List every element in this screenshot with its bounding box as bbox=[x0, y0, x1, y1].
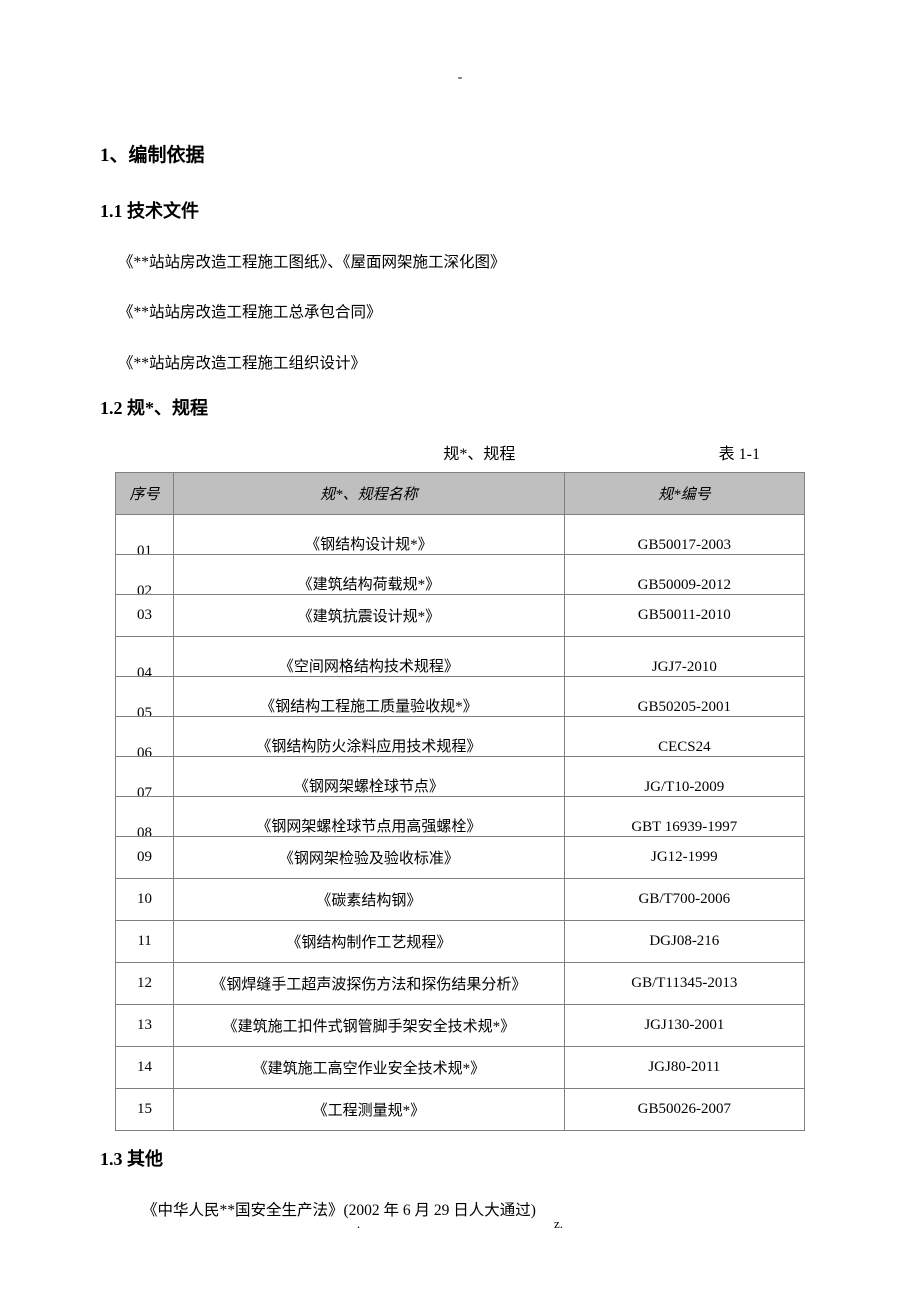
table-row: 15《工程测量规*》GB50026-2007 bbox=[116, 1088, 805, 1130]
tech-doc-line-2: 《**站站房改造工程施工总承包合同》 bbox=[100, 293, 820, 333]
table-caption-row: 规*、规程 表 1-1 bbox=[100, 440, 820, 472]
cell-seq: 07 bbox=[116, 756, 174, 796]
table-row: 10《碳素结构钢》GB/T700-2006 bbox=[116, 878, 805, 920]
cell-seq: 13 bbox=[116, 1004, 174, 1046]
cell-code: GB50009-2012 bbox=[564, 554, 804, 594]
cell-name: 《钢结构工程施工质量验收规*》 bbox=[174, 676, 565, 716]
cell-code: CECS24 bbox=[564, 716, 804, 756]
cell-name: 《建筑施工高空作业安全技术规*》 bbox=[174, 1046, 565, 1088]
cell-name: 《钢结构防火涂料应用技术规程》 bbox=[174, 716, 565, 756]
table-row: 06《钢结构防火涂料应用技术规程》CECS24 bbox=[116, 716, 805, 756]
cell-code: JGJ7-2010 bbox=[564, 636, 804, 676]
cell-code: GB50011-2010 bbox=[564, 594, 804, 636]
heading-1-3: 1.3 其他 bbox=[100, 1145, 820, 1171]
table-number: 表 1-1 bbox=[719, 440, 760, 464]
cell-name: 《钢结构制作工艺规程》 bbox=[174, 920, 565, 962]
cell-code: GB/T11345-2013 bbox=[564, 962, 804, 1004]
cell-code: JG/T10-2009 bbox=[564, 756, 804, 796]
cell-seq: 11 bbox=[116, 920, 174, 962]
table-row: 02《建筑结构荷载规*》GB50009-2012 bbox=[116, 554, 805, 594]
cell-code: GB50017-2003 bbox=[564, 514, 804, 554]
col-seq-header: 序号 bbox=[116, 472, 174, 514]
standards-table: 序号 规*、规程名称 规*编号 01《钢结构设计规*》GB50017-20030… bbox=[115, 472, 805, 1131]
footer-right-mark: z. bbox=[554, 1216, 563, 1232]
heading-1: 1、编制依据 bbox=[100, 140, 820, 167]
cell-seq: 06 bbox=[116, 716, 174, 756]
cell-seq: 10 bbox=[116, 878, 174, 920]
cell-name: 《建筑抗震设计规*》 bbox=[174, 594, 565, 636]
tech-doc-line-1: 《**站站房改造工程施工图纸》、《屋面网架施工深化图》 bbox=[100, 243, 820, 283]
cell-seq: 15 bbox=[116, 1088, 174, 1130]
cell-seq: 02 bbox=[116, 554, 174, 594]
cell-code: JGJ80-2011 bbox=[564, 1046, 804, 1088]
cell-name: 《建筑结构荷载规*》 bbox=[174, 554, 565, 594]
cell-code: GB50026-2007 bbox=[564, 1088, 804, 1130]
cell-seq: 08 bbox=[116, 796, 174, 836]
footer-marks: . z. bbox=[0, 1216, 920, 1232]
table-row: 01《钢结构设计规*》GB50017-2003 bbox=[116, 514, 805, 554]
cell-code: JGJ130-2001 bbox=[564, 1004, 804, 1046]
cell-seq: 01 bbox=[116, 514, 174, 554]
cell-code: GB/T700-2006 bbox=[564, 878, 804, 920]
table-row: 08《钢网架螺栓球节点用高强螺栓》GBT 16939-1997 bbox=[116, 796, 805, 836]
cell-name: 《钢网架检验及验收标准》 bbox=[174, 836, 565, 878]
cell-code: GBT 16939-1997 bbox=[564, 796, 804, 836]
cell-name: 《碳素结构钢》 bbox=[174, 878, 565, 920]
table-row: 07《钢网架螺栓球节点》JG/T10-2009 bbox=[116, 756, 805, 796]
cell-name: 《建筑施工扣件式钢管脚手架安全技术规*》 bbox=[174, 1004, 565, 1046]
cell-seq: 05 bbox=[116, 676, 174, 716]
table-row: 12《钢焊缝手工超声波探伤方法和探伤结果分析》GB/T11345-2013 bbox=[116, 962, 805, 1004]
tech-doc-line-3: 《**站站房改造工程施工组织设计》 bbox=[100, 344, 820, 384]
page-body: 1、编制依据 1.1 技术文件 《**站站房改造工程施工图纸》、《屋面网架施工深… bbox=[0, 0, 920, 1301]
cell-name: 《工程测量规*》 bbox=[174, 1088, 565, 1130]
cell-seq: 12 bbox=[116, 962, 174, 1004]
cell-name: 《空间网格结构技术规程》 bbox=[174, 636, 565, 676]
cell-code: GB50205-2001 bbox=[564, 676, 804, 716]
top-page-mark: - bbox=[458, 70, 463, 86]
table-row: 13《建筑施工扣件式钢管脚手架安全技术规*》JGJ130-2001 bbox=[116, 1004, 805, 1046]
cell-code: DGJ08-216 bbox=[564, 920, 804, 962]
col-name-header: 规*、规程名称 bbox=[174, 472, 565, 514]
heading-1-1: 1.1 技术文件 bbox=[100, 197, 820, 223]
cell-code: JG12-1999 bbox=[564, 836, 804, 878]
table-row: 14《建筑施工高空作业安全技术规*》JGJ80-2011 bbox=[116, 1046, 805, 1088]
footer-left-mark: . bbox=[357, 1216, 360, 1232]
table-row: 03《建筑抗震设计规*》GB50011-2010 bbox=[116, 594, 805, 636]
col-code-header: 规*编号 bbox=[564, 472, 804, 514]
table-row: 05《钢结构工程施工质量验收规*》GB50205-2001 bbox=[116, 676, 805, 716]
heading-1-2: 1.2 规*、规程 bbox=[100, 394, 820, 420]
cell-name: 《钢网架螺栓球节点》 bbox=[174, 756, 565, 796]
cell-name: 《钢焊缝手工超声波探伤方法和探伤结果分析》 bbox=[174, 962, 565, 1004]
table-row: 04《空间网格结构技术规程》JGJ7-2010 bbox=[116, 636, 805, 676]
cell-name: 《钢结构设计规*》 bbox=[174, 514, 565, 554]
table-header-row: 序号 规*、规程名称 规*编号 bbox=[116, 472, 805, 514]
cell-seq: 03 bbox=[116, 594, 174, 636]
table-row: 09《钢网架检验及验收标准》JG12-1999 bbox=[116, 836, 805, 878]
table-caption: 规*、规程 bbox=[240, 440, 719, 464]
cell-seq: 04 bbox=[116, 636, 174, 676]
table-row: 11《钢结构制作工艺规程》DGJ08-216 bbox=[116, 920, 805, 962]
cell-seq: 09 bbox=[116, 836, 174, 878]
cell-name: 《钢网架螺栓球节点用高强螺栓》 bbox=[174, 796, 565, 836]
cell-seq: 14 bbox=[116, 1046, 174, 1088]
